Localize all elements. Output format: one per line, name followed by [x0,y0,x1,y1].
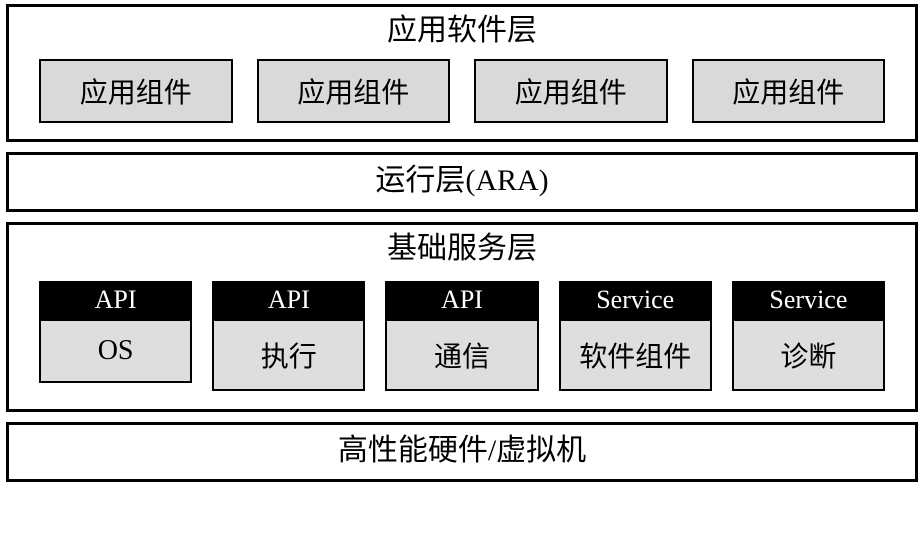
service-header: Service [732,281,885,321]
service-body: 执行 [212,321,365,391]
application-component: 应用组件 [474,59,668,123]
layer-basic-services-title: 基础服务层 [9,225,915,267]
layer-application-title: 应用软件层 [9,7,915,49]
application-component: 应用组件 [692,59,886,123]
application-component: 应用组件 [39,59,233,123]
architecture-diagram: 应用软件层 应用组件 应用组件 应用组件 应用组件 运行层(ARA) 基础服务层… [0,0,924,538]
service-body: OS [39,321,192,383]
service-item-execution: API 执行 [212,281,365,391]
service-header: API [39,281,192,321]
layer-basic-services: 基础服务层 API OS API 执行 API 通信 Service 软件组件 … [6,222,918,412]
layer-hardware-title: 高性能硬件/虚拟机 [9,425,915,479]
service-header: API [212,281,365,321]
service-header: API [385,281,538,321]
application-component: 应用组件 [257,59,451,123]
layer-runtime-title: 运行层(ARA) [9,155,915,209]
service-item-os: API OS [39,281,192,391]
application-components-row: 应用组件 应用组件 应用组件 应用组件 [9,49,915,139]
layer-hardware: 高性能硬件/虚拟机 [6,422,918,482]
service-body: 通信 [385,321,538,391]
layer-application: 应用软件层 应用组件 应用组件 应用组件 应用组件 [6,4,918,142]
layer-runtime: 运行层(ARA) [6,152,918,212]
service-header: Service [559,281,712,321]
service-item-diagnostics: Service 诊断 [732,281,885,391]
service-item-communication: API 通信 [385,281,538,391]
service-item-software-component: Service 软件组件 [559,281,712,391]
basic-services-row: API OS API 执行 API 通信 Service 软件组件 Servic… [9,267,915,409]
service-body: 诊断 [732,321,885,391]
service-body: 软件组件 [559,321,712,391]
